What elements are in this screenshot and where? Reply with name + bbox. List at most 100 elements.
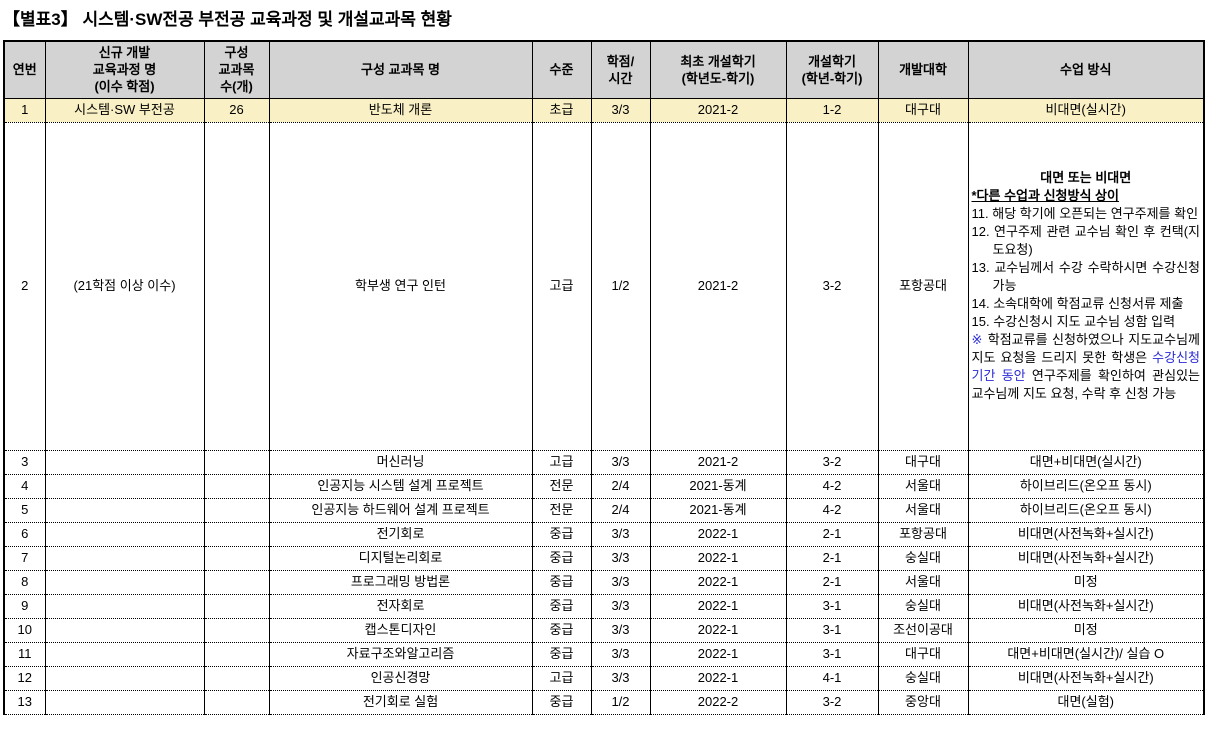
cell-course-count <box>203 121 270 451</box>
item-number: 11. <box>971 206 989 221</box>
cell-level: 고급 <box>531 665 592 691</box>
cell-semester: 4-1 <box>785 665 879 691</box>
cell-method: 비대면(사전녹화+실시간) <box>967 593 1205 619</box>
cell-first-semester: 2022-1 <box>649 569 787 595</box>
cell-curriculum <box>44 641 205 667</box>
cell-university: 서울대 <box>877 473 969 499</box>
cell-level: 중급 <box>531 569 592 595</box>
cell-course-count <box>203 521 270 547</box>
cell-method: 비대면(실시간) <box>967 97 1205 123</box>
cell-credit: 3/3 <box>590 97 651 123</box>
cell-first-semester: 2022-1 <box>649 593 787 619</box>
table-row: 9 전자회로 중급 3/3 2022-1 3-1 숭실대 비대면(사전녹화+실시… <box>3 593 1205 619</box>
cell-credit: 3/3 <box>590 641 651 667</box>
cell-course-count <box>203 497 270 523</box>
cell-credit: 3/3 <box>590 545 651 571</box>
cell-level: 초급 <box>531 97 592 123</box>
cell-university: 숭실대 <box>877 665 969 691</box>
cell-semester: 3-2 <box>785 689 879 715</box>
item-text: 해당 학기에 오픈되는 연구주제를 확인 <box>992 206 1199 221</box>
cell-course-name: 인공지능 시스템 설계 프로젝트 <box>268 473 533 499</box>
cell-university: 숭실대 <box>877 545 969 571</box>
table-row: 4 인공지능 시스템 설계 프로젝트 전문 2/4 2021-동계 4-2 서울… <box>3 473 1205 499</box>
cell-semester: 4-2 <box>785 473 879 499</box>
cell-curriculum <box>44 617 205 643</box>
cell-first-semester: 2022-1 <box>649 521 787 547</box>
cell-level: 중급 <box>531 641 592 667</box>
cell-course-name: 캡스톤디자인 <box>268 617 533 643</box>
cell-university: 서울대 <box>877 497 969 523</box>
cell-course-count <box>203 593 270 619</box>
cell-course-name: 머신러닝 <box>268 449 533 475</box>
cell-semester: 2-1 <box>785 569 879 595</box>
cell-curriculum: 시스템·SW 부전공 <box>44 97 205 123</box>
cell-semester: 3-1 <box>785 641 879 667</box>
cell-semester: 3-2 <box>785 121 879 451</box>
cell-no: 2 <box>3 121 46 451</box>
cell-method: 미정 <box>967 569 1205 595</box>
cell-no: 3 <box>3 449 46 475</box>
course-table-body: 1 시스템·SW 부전공 26 반도체 개론 초급 3/3 2021-2 1-2… <box>3 97 1205 715</box>
item-text: 소속대학에 학점교류 신청서류 제출 <box>993 296 1184 311</box>
cell-first-semester: 2022-2 <box>649 689 787 715</box>
table-row-2: 2 (21학점 이상 이수) 학부생 연구 인턴 고급 1/2 2021-2 3… <box>3 121 1205 451</box>
note-text-2: 연구주제를 확인하여 관심있는 교수님께 지도 요청, 수락 후 신청 가능 <box>971 368 1201 401</box>
cell-first-semester: 2021-동계 <box>649 473 787 499</box>
cell-method: 미정 <box>967 617 1205 643</box>
cell-university: 포항공대 <box>877 521 969 547</box>
cell-level: 전문 <box>531 497 592 523</box>
cell-level: 중급 <box>531 617 592 643</box>
cell-course-count <box>203 449 270 475</box>
cell-semester: 2-1 <box>785 521 879 547</box>
table-row: 12 인공신경망 고급 3/3 2022-1 4-1 숭실대 비대면(사전녹화+… <box>3 665 1205 691</box>
cell-course-name: 디지털논리회로 <box>268 545 533 571</box>
item-text: 수강신청시 지도 교수님 성함 입력 <box>993 314 1176 329</box>
cell-course-count <box>203 617 270 643</box>
table-row: 10 캡스톤디자인 중급 3/3 2022-1 3-1 조선이공대 미정 <box>3 617 1205 643</box>
cell-credit: 3/3 <box>590 521 651 547</box>
cell-course-count <box>203 569 270 595</box>
col-header-curriculum: 신규 개발 교육과정 명 (이수 학점) <box>44 40 205 99</box>
cell-method-detail: 대면 또는 비대면 *다른 수업과 신청방식 상이 11. 해당 학기에 오픈되… <box>967 121 1205 451</box>
course-table: 연번 신규 개발 교육과정 명 (이수 학점) 구성 교과목 수(개) 구성 교… <box>3 40 1205 715</box>
item-text: 연구주제 관련 교수님 확인 후 컨택(지도요청) <box>992 224 1201 257</box>
col-header-method: 수업 방식 <box>967 40 1205 99</box>
item-number: 13. <box>971 260 990 275</box>
col-header-university: 개발대학 <box>877 40 969 99</box>
document-page: 【별표3】 시스템·SW전공 부전공 교육과정 및 개설교과목 현황 연번 신규… <box>3 10 1205 715</box>
cell-level: 중급 <box>531 545 592 571</box>
item-text: 교수님께서 수강 수락하시면 수강신청 가능 <box>992 260 1201 293</box>
cell-level: 중급 <box>531 593 592 619</box>
note-text-1: 학점교류를 신청하였으나 지도교수님께 지도 요청을 드리지 못한 학생은 <box>971 332 1201 365</box>
cell-no: 10 <box>3 617 46 643</box>
cell-method: 하이브리드(온오프 동시) <box>967 473 1205 499</box>
cell-no: 9 <box>3 593 46 619</box>
cell-course-name: 전기회로 실험 <box>268 689 533 715</box>
page-title: 【별표3】 시스템·SW전공 부전공 교육과정 및 개설교과목 현황 <box>3 10 452 29</box>
cell-no: 13 <box>3 689 46 715</box>
cell-course-name: 인공신경망 <box>268 665 533 691</box>
table-row: 5 인공지능 하드웨어 설계 프로젝트 전문 2/4 2021-동계 4-2 서… <box>3 497 1205 523</box>
cell-credit: 3/3 <box>590 593 651 619</box>
note-text-blue: 수강신청 기간 동안 <box>971 350 1201 383</box>
cell-university: 대구대 <box>877 97 969 123</box>
method-subtitle: *다른 수업과 신청방식 상이 <box>971 188 1119 203</box>
cell-credit: 3/3 <box>590 569 651 595</box>
table-row: 11 자료구조와알고리즘 중급 3/3 2022-1 3-1 대구대 대면+비대… <box>3 641 1205 667</box>
cell-method: 비대면(사전녹화+실시간) <box>967 521 1205 547</box>
cell-no: 6 <box>3 521 46 547</box>
cell-level: 고급 <box>531 449 592 475</box>
col-header-no: 연번 <box>3 40 46 99</box>
cell-course-count <box>203 665 270 691</box>
cell-first-semester: 2022-1 <box>649 545 787 571</box>
cell-semester: 4-2 <box>785 497 879 523</box>
col-header-course-count: 구성 교과목 수(개) <box>203 40 270 99</box>
cell-course-count <box>203 689 270 715</box>
method-item: 15. 수강신청시 지도 교수님 성함 입력 <box>972 313 1201 331</box>
cell-first-semester: 2021-2 <box>649 121 787 451</box>
cell-university: 대구대 <box>877 641 969 667</box>
cell-university: 대구대 <box>877 449 969 475</box>
cell-method: 대면+비대면(실시간)/ 실습 O <box>967 641 1205 667</box>
cell-no: 7 <box>3 545 46 571</box>
cell-credit: 1/2 <box>590 121 651 451</box>
